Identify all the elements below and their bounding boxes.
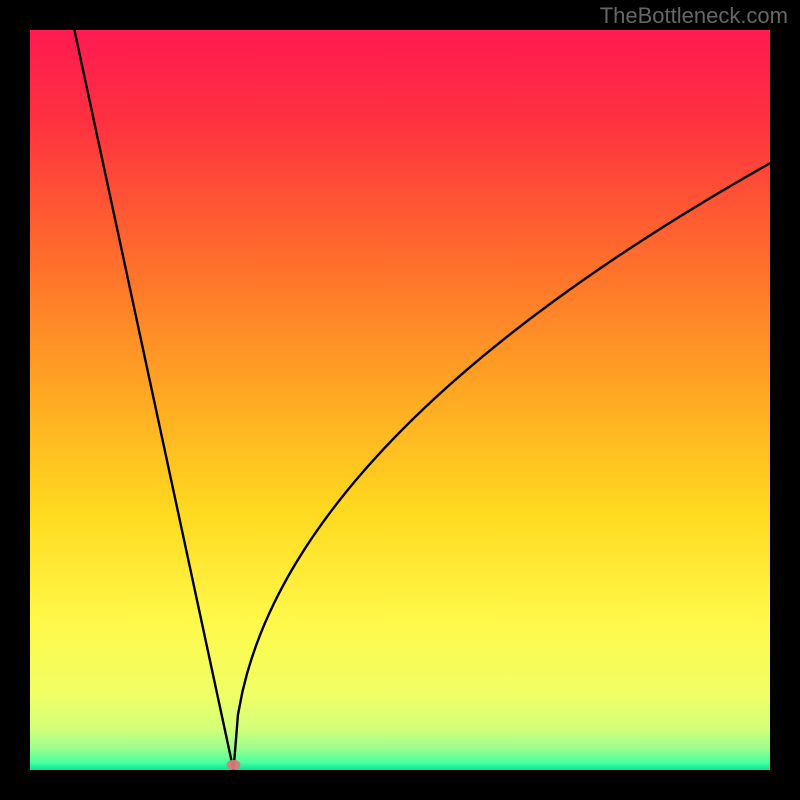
chart-svg	[30, 30, 770, 770]
optimum-marker	[227, 760, 241, 770]
plot-background	[30, 30, 770, 770]
chart-frame: TheBottleneck.com	[0, 0, 800, 800]
watermark-text: TheBottleneck.com	[600, 3, 788, 29]
